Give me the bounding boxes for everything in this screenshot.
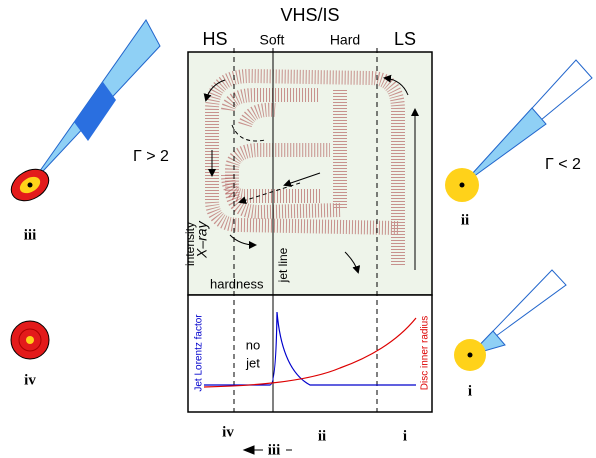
flow-arrows [203, 74, 419, 274]
state-label: Soft [260, 32, 285, 48]
state-label: Hard [330, 32, 360, 48]
radius-curve [203, 317, 417, 388]
state-label: LS [394, 29, 416, 49]
bottom-label: iv [222, 424, 234, 440]
sketch-label: ii [461, 212, 469, 228]
y-label: X–ray [194, 220, 210, 259]
gamma-label: Γ > 2 [133, 148, 169, 165]
sketch-label: iv [24, 372, 36, 388]
no-jet: no [246, 337, 260, 352]
bottom-arrow-shape [242, 445, 263, 455]
sketch-iv [10, 320, 50, 360]
bottom-label: i [403, 428, 407, 444]
sketch-label: i [468, 383, 472, 399]
x-label: hardness [210, 276, 264, 291]
state-label: HS [202, 29, 227, 49]
no-jet: jet [245, 355, 260, 370]
y-label: intensity [183, 222, 197, 266]
right-axis-label: Disc inner radius [420, 316, 431, 390]
sketch-iii [10, 19, 161, 202]
left-axis-label: Jet Lorentz factor [194, 314, 205, 392]
sketch-ii [445, 59, 593, 202]
gamma-label: Γ < 2 [545, 156, 581, 173]
bottom-label: ii [318, 428, 326, 444]
hysteresis-track [205, 68, 405, 265]
lower-panel [187, 294, 433, 413]
sketch-i [454, 269, 567, 371]
sketch-label: iii [24, 227, 37, 243]
title: VHS/IS [280, 5, 339, 25]
bottom-arrow-label: iii [268, 442, 281, 458]
jet-line-label: jet line [276, 247, 290, 283]
lorentz-curve [204, 311, 416, 386]
